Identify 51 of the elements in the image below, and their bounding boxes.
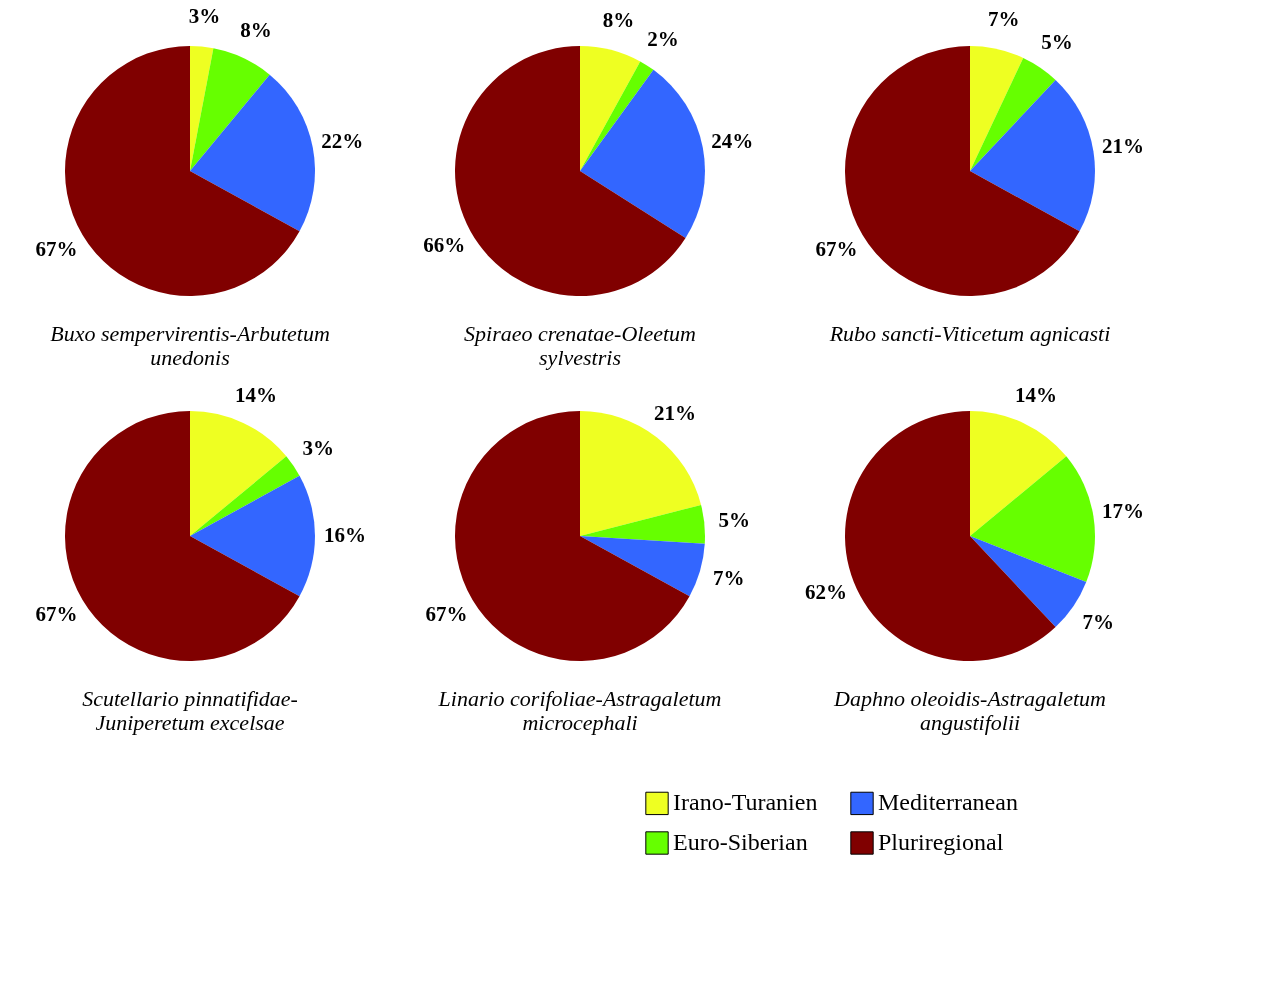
pie-slice	[580, 69, 705, 238]
pie-slice	[190, 475, 315, 597]
data-label: 24%	[711, 128, 754, 153]
legend-label: Pluriregional	[878, 829, 1004, 855]
pie-slice	[190, 411, 287, 536]
data-label: 67%	[425, 601, 468, 626]
legend-label: Euro-Siberian	[673, 829, 808, 855]
pie-slice	[190, 74, 315, 232]
pie-slice	[970, 456, 1095, 583]
pie-slice	[970, 57, 1056, 171]
pie-slice	[190, 456, 300, 536]
legend-label: Mediterranean	[878, 789, 1018, 816]
pie-slice	[580, 536, 705, 597]
data-label: 17%	[1102, 498, 1145, 523]
data-label: 7%	[988, 6, 1020, 31]
pie-slice	[580, 504, 705, 544]
data-label: 62%	[804, 580, 847, 605]
text: Daphno oleoidis-Astragaletum angustifolii	[833, 686, 1106, 735]
text: Scutellario pinnatifidae-Juniperetum excelsae	[82, 686, 298, 735]
data-label: 5%	[1041, 29, 1073, 54]
pie-slice	[580, 46, 641, 171]
pie-slice	[970, 46, 1024, 171]
data-label: 21%	[654, 400, 696, 425]
data-label: 5%	[718, 508, 751, 533]
pie-slice	[970, 79, 1095, 232]
data-label: 16%	[324, 523, 366, 547]
data-label: 14%	[1015, 382, 1057, 407]
data-label: 66%	[423, 232, 466, 257]
pie-slice	[970, 411, 1067, 536]
data-label: 67%	[35, 236, 78, 261]
data-label: 14%	[235, 382, 277, 407]
pie-slice	[580, 61, 654, 171]
legend-label: Irano-Turanien	[673, 789, 818, 816]
data-label: 2%	[647, 27, 679, 52]
text: Buxo sempervirentis-Arbutetum unedonis	[50, 321, 330, 370]
data-label: 21%	[1102, 133, 1145, 158]
data-label: 8%	[240, 17, 272, 42]
text: Spiraeo crenatae-Oleetum sylvestris	[464, 321, 696, 370]
data-label: 7%	[1082, 610, 1114, 635]
text: Linario corifoliae-Astragaletum microcephali	[437, 686, 722, 735]
data-label: 8%	[602, 7, 635, 32]
pie-slice	[190, 46, 214, 171]
pie-slice	[845, 411, 1056, 661]
data-label: 67%	[815, 236, 858, 261]
text: Rubo sancti-Viticetum agnicasti	[828, 321, 1111, 346]
data-label: 22%	[321, 128, 364, 153]
data-label: 7%	[713, 566, 745, 591]
pie-slice	[190, 48, 270, 171]
data-label: 67%	[35, 601, 78, 626]
data-label: 3%	[188, 3, 221, 28]
data-label: 3%	[302, 435, 334, 460]
